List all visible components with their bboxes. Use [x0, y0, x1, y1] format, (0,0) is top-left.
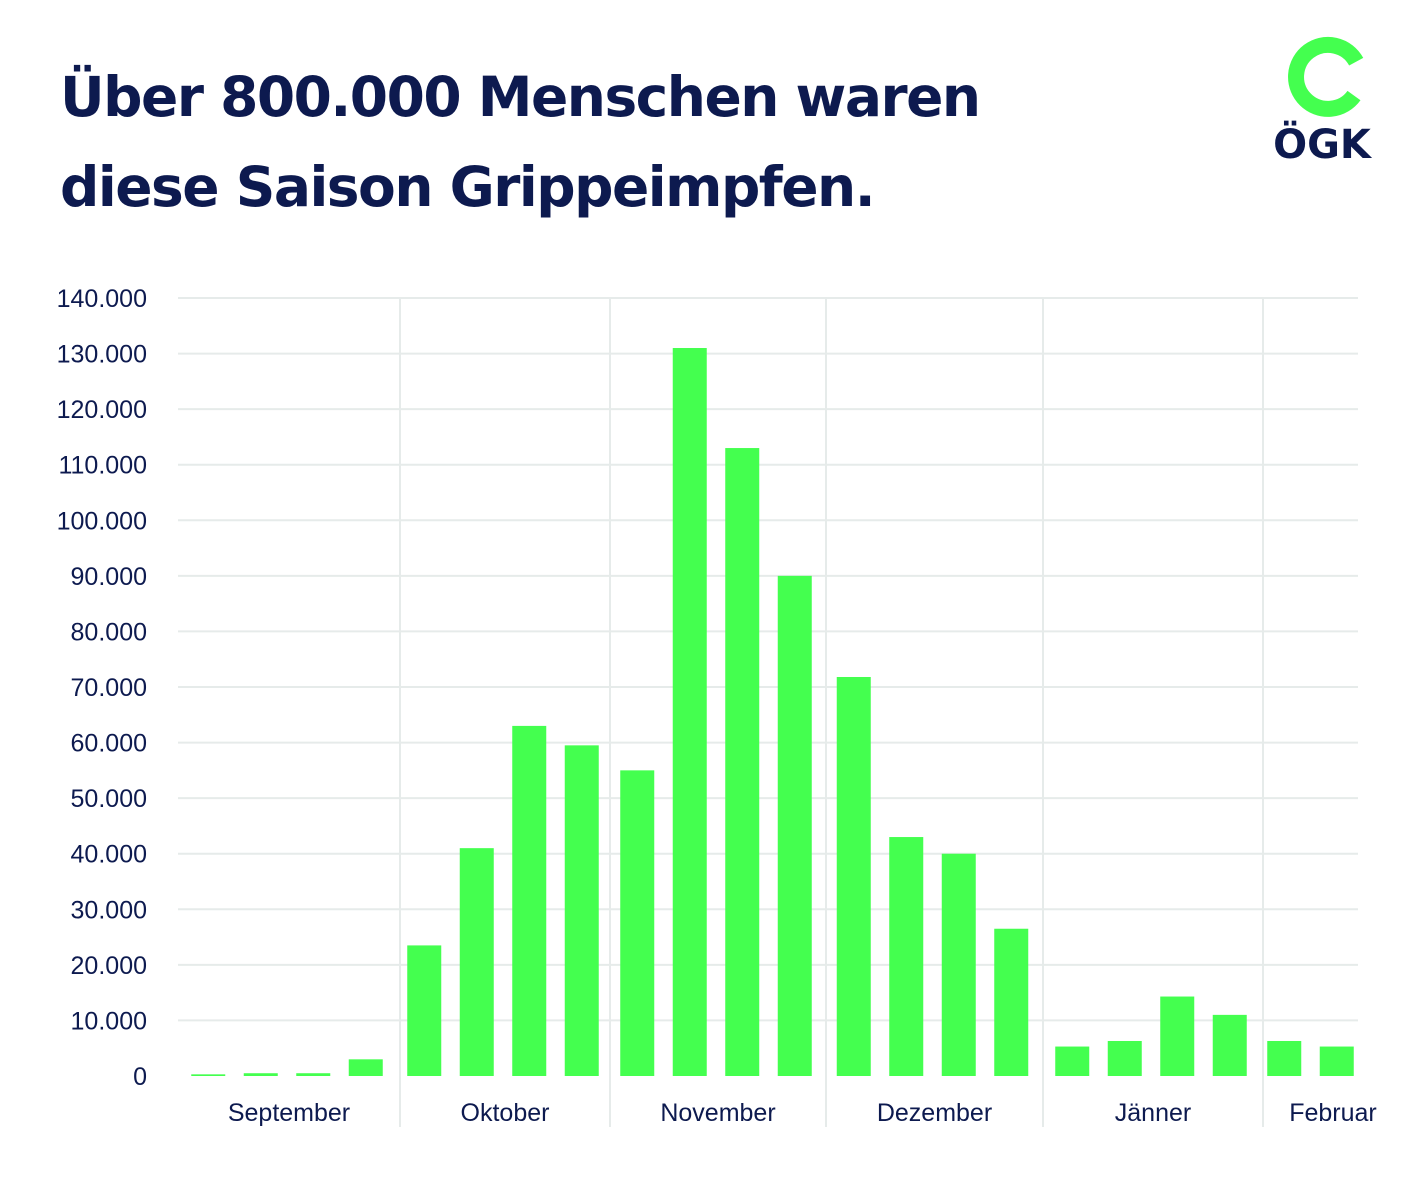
bar [620, 770, 655, 1076]
bar [1160, 996, 1195, 1076]
bar [836, 676, 871, 1076]
bar [1319, 1046, 1354, 1076]
y-tick-label: 50.000 [71, 785, 147, 813]
bar [1212, 1014, 1247, 1076]
title-line-2: diese Saison Grippeimpfen. [60, 155, 876, 219]
y-tick-label: 80.000 [71, 618, 147, 646]
y-tick-label: 100.000 [57, 507, 147, 535]
x-tick-label: Jänner [1115, 1099, 1191, 1127]
bar [348, 1059, 383, 1076]
x-tick-label: November [660, 1099, 775, 1127]
x-tick-label: Oktober [461, 1099, 550, 1127]
logo-text: ÖGK [1273, 122, 1371, 168]
x-tick-label: September [228, 1099, 350, 1127]
y-tick-label: 70.000 [71, 674, 147, 702]
y-tick-label: 130.000 [57, 341, 147, 369]
bar [296, 1073, 331, 1076]
bar [1267, 1040, 1302, 1076]
y-tick-label: 60.000 [71, 730, 147, 758]
y-tick-label: 30.000 [71, 896, 147, 924]
bar [407, 945, 442, 1076]
bar [1055, 1046, 1090, 1076]
y-tick-label: 120.000 [57, 396, 147, 424]
y-tick-label: 140.000 [57, 285, 147, 313]
bar [243, 1073, 278, 1076]
x-tick-label: Dezember [877, 1099, 992, 1127]
bar [459, 848, 494, 1076]
bar [889, 837, 924, 1076]
bar [1107, 1040, 1142, 1076]
y-tick-label: 20.000 [71, 952, 147, 980]
y-tick-label: 10.000 [71, 1007, 147, 1035]
y-tick-label: 40.000 [71, 841, 147, 869]
bar [512, 725, 547, 1076]
title-line-1: Über 800.000 Menschen waren [60, 65, 981, 129]
bar [564, 745, 599, 1076]
y-tick-label: 90.000 [71, 563, 147, 591]
bar [725, 448, 760, 1076]
y-tick-label: 0 [133, 1063, 147, 1091]
oegk-g-ring-icon [1288, 36, 1364, 117]
oegk-logo: ÖGK [1262, 36, 1382, 171]
bar [191, 1074, 226, 1076]
bar [994, 928, 1029, 1076]
bar [672, 348, 707, 1076]
chart-title: Über 800.000 Menschen waren diese Saison… [60, 52, 1110, 232]
bar [941, 853, 976, 1076]
y-tick-label: 110.000 [58, 452, 147, 480]
bar [777, 575, 812, 1076]
x-tick-label: Februar [1289, 1099, 1377, 1127]
